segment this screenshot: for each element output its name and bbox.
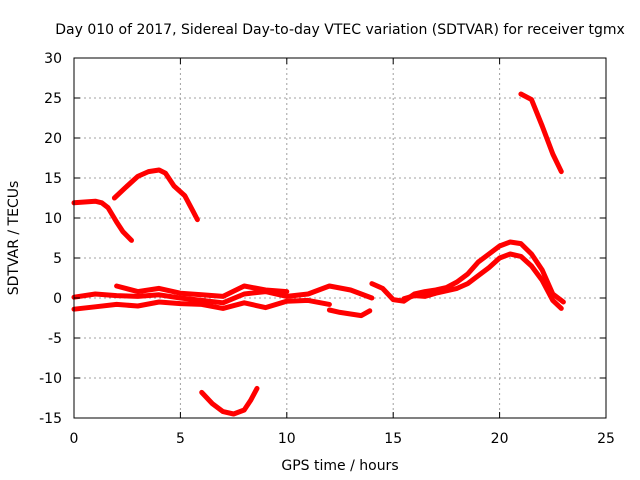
y-tick-label: -10 — [39, 371, 62, 387]
data-series-seg-e — [71, 283, 375, 306]
data-series-seg-g — [114, 283, 290, 299]
data-series-seg-a — [71, 198, 134, 243]
x-axis-ticks: 0 5 10 15 20 25 — [70, 58, 615, 447]
y-tick-label: 15 — [44, 171, 62, 187]
data-series-seg-b — [111, 167, 200, 223]
x-tick-label: 0 — [70, 431, 79, 447]
y-axis-ticks: -15 -10 -5 0 5 10 15 20 25 30 — [39, 51, 606, 427]
x-tick-label: 20 — [491, 431, 509, 447]
chart-title: Day 010 of 2017, Sidereal Day-to-day VTE… — [55, 22, 625, 38]
plot-frame — [73, 57, 607, 419]
x-tick-label: 10 — [278, 431, 296, 447]
x-tick-label: 25 — [597, 431, 615, 447]
x-tick-label: 5 — [176, 431, 185, 447]
y-axis-label: SDTVAR / TECUs — [6, 181, 22, 296]
data-series-seg-d — [518, 91, 564, 175]
y-tick-label: 5 — [53, 251, 62, 267]
y-tick-label: 10 — [44, 211, 62, 227]
data-series-seg-h — [326, 307, 373, 319]
y-tick-label: -15 — [39, 411, 62, 427]
y-tick-label: 25 — [44, 91, 62, 107]
y-tick-label: 0 — [53, 291, 62, 307]
y-tick-label: 20 — [44, 131, 62, 147]
y-tick-label: -5 — [48, 331, 62, 347]
data-series-seg-f — [71, 297, 332, 312]
data-series-seg-j — [401, 251, 564, 311]
x-axis-label: GPS time / hours — [281, 458, 398, 474]
data-series-seg-c — [199, 385, 260, 417]
series-layer — [71, 91, 566, 417]
grid — [74, 58, 606, 418]
y-tick-label: 30 — [44, 51, 62, 67]
x-tick-label: 15 — [384, 431, 402, 447]
